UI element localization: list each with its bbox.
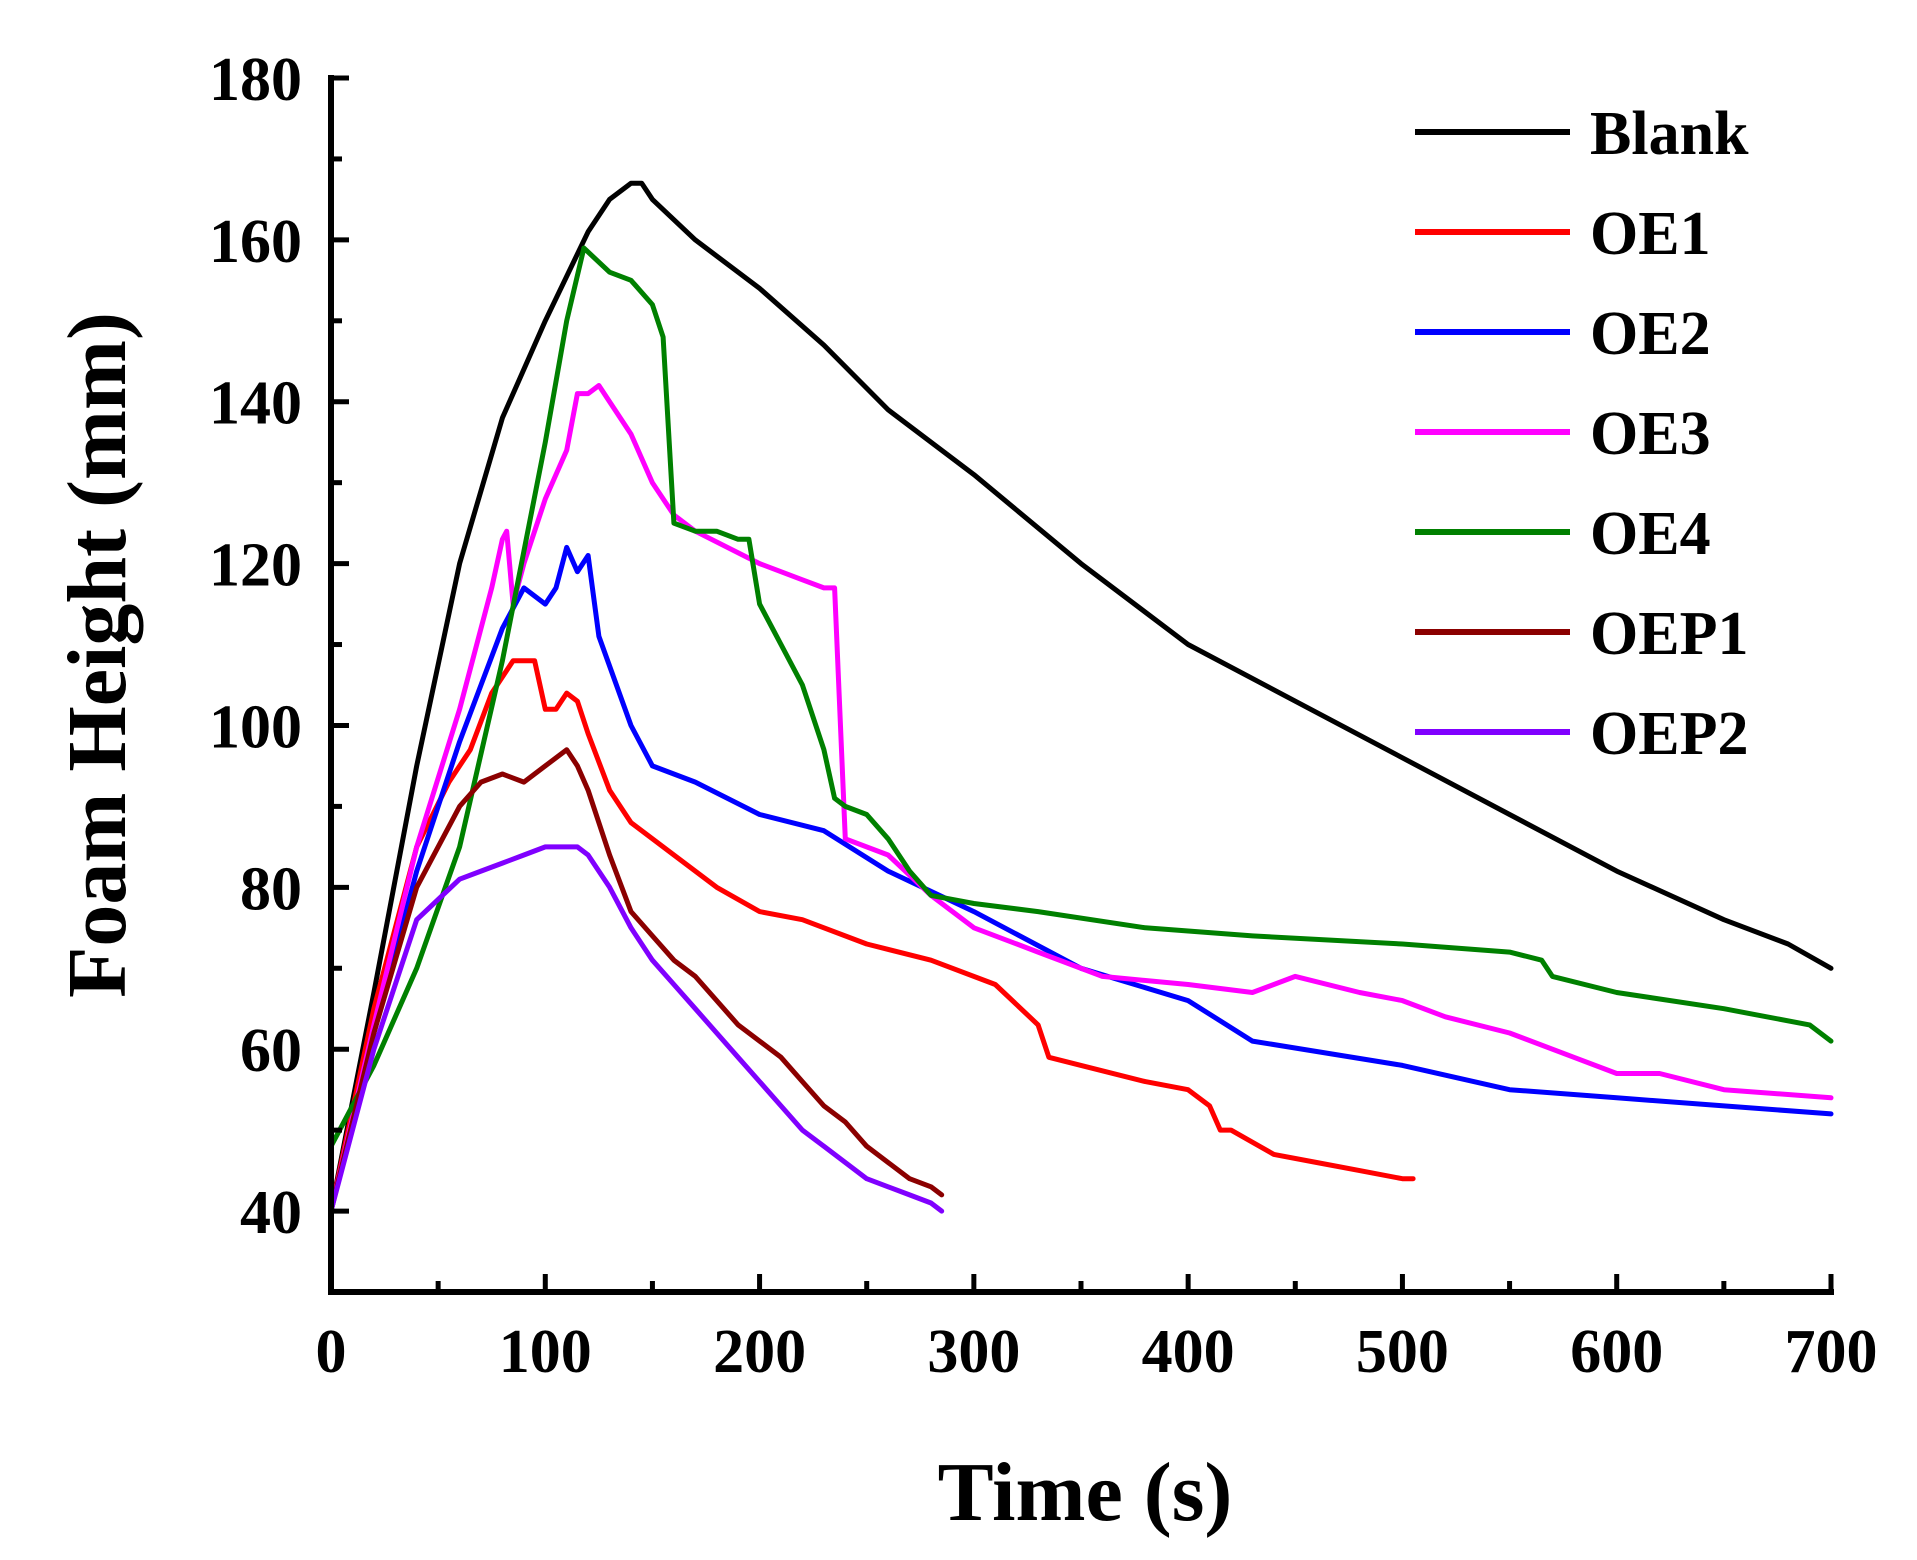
legend-label-oe3: OE3 (1590, 400, 1711, 468)
y-tick-label: 40 (240, 1179, 302, 1247)
y-tick-label: 60 (240, 1017, 302, 1085)
x-tick-label: 400 (1142, 1318, 1235, 1386)
series-line-oe4 (328, 245, 1834, 1149)
x-axis-title: Time (s) (938, 1446, 1233, 1539)
legend: Blank OE1 OE2 OE3 OE4 OEP1 OEP2 (1415, 100, 1749, 768)
series-line-oep1 (328, 747, 945, 1214)
y-tick-label: 100 (209, 693, 302, 761)
y-tick-label: 80 (240, 855, 302, 923)
series-line-oep2 (328, 844, 945, 1214)
x-tick-label: 700 (1785, 1318, 1878, 1386)
y-tick-label: 140 (209, 370, 302, 438)
y-tick-label: 180 (209, 46, 302, 114)
series-line-oe1 (328, 658, 1416, 1214)
x-tick-label: 600 (1570, 1318, 1663, 1386)
x-tick-label: 500 (1356, 1318, 1449, 1386)
legend-label-oep1: OEP1 (1590, 600, 1748, 668)
series-line-oe2 (328, 544, 1834, 1214)
legend-label-blank: Blank (1590, 100, 1749, 168)
legend-label-oe1: OE1 (1590, 200, 1711, 268)
series-line-blank (328, 180, 1834, 1214)
legend-label-oep2: OEP2 (1590, 700, 1748, 768)
y-tick-label: 160 (209, 208, 302, 276)
y-tick-label: 120 (209, 532, 302, 600)
legend-label-oe4: OE4 (1590, 500, 1711, 568)
series-line-oe3 (328, 383, 1834, 1214)
ticks: 0 100 200 300 400 500 600 700 40 60 80 100 120 140 160… (209, 46, 1878, 1386)
series-layer (328, 180, 1834, 1214)
x-tick-label: 100 (499, 1318, 592, 1386)
x-tick-label: 200 (713, 1318, 806, 1386)
legend-label-oe2: OE2 (1590, 300, 1711, 368)
y-axis-title: Foam Height (mm) (51, 312, 144, 998)
x-tick-label: 300 (927, 1318, 1020, 1386)
x-tick-label: 0 (316, 1318, 347, 1386)
